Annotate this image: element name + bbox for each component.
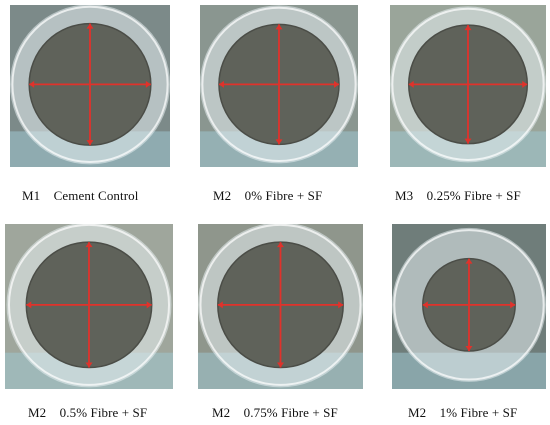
arrow-bottom xyxy=(277,362,284,368)
arrow-right xyxy=(522,80,528,88)
flow-photo-svg xyxy=(198,224,363,389)
photo-m2-0-75-fibre-sf xyxy=(198,224,363,389)
arrow-left xyxy=(29,80,35,88)
arrow-right xyxy=(510,301,516,309)
arrow-right xyxy=(338,301,344,309)
arrow-top xyxy=(86,23,94,29)
glass-rim xyxy=(393,229,545,381)
arrow-left xyxy=(218,80,224,88)
arrow-top xyxy=(275,24,283,30)
photo-m3-0-25-fibre-sf xyxy=(390,5,546,167)
flow-photo-svg xyxy=(10,5,170,167)
arrow-left xyxy=(422,301,428,309)
arrow-left xyxy=(26,301,32,309)
arrow-top xyxy=(85,242,93,248)
caption-m2-0: M2 0% Fibre + SF xyxy=(213,188,323,203)
glass-rim xyxy=(391,7,545,162)
arrow-left xyxy=(408,80,414,88)
caption-m1: M1 Cement Control xyxy=(22,188,139,203)
glass-rim xyxy=(7,224,171,386)
flow-photo-svg xyxy=(392,224,546,389)
photo-m2-1-fibre-sf xyxy=(392,224,546,389)
arrow-bottom xyxy=(465,346,473,352)
photo-m2-0-5-fibre-sf xyxy=(5,224,173,389)
glass-rim xyxy=(199,224,362,386)
arrow-top xyxy=(464,25,472,31)
flow-photo-svg xyxy=(390,5,546,167)
arrow-right xyxy=(334,80,340,88)
caption-m2-1: M2 1% Fibre + SF xyxy=(408,405,518,420)
photo-m2-0-fibre-sf xyxy=(200,5,358,167)
arrow-bottom xyxy=(85,362,93,368)
flow-photo-svg xyxy=(200,5,358,167)
arrow-top xyxy=(277,242,284,248)
arrow-bottom xyxy=(86,140,94,146)
arrow-bottom xyxy=(464,138,472,144)
arrow-top xyxy=(465,258,473,264)
arrow-right xyxy=(146,301,152,309)
caption-m2-0-5: M2 0.5% Fibre + SF xyxy=(28,405,148,420)
caption-m3-0-25: M3 0.25% Fibre + SF xyxy=(395,188,521,203)
arrow-left xyxy=(217,301,223,309)
glass-rim xyxy=(11,5,169,163)
glass-rim xyxy=(201,6,357,163)
flow-photo-svg xyxy=(5,224,173,389)
photo-m1-cement-control xyxy=(10,5,170,167)
arrow-bottom xyxy=(275,139,283,145)
arrow-right xyxy=(145,80,151,88)
caption-m2-0-75: M2 0.75% Fibre + SF xyxy=(212,405,338,420)
